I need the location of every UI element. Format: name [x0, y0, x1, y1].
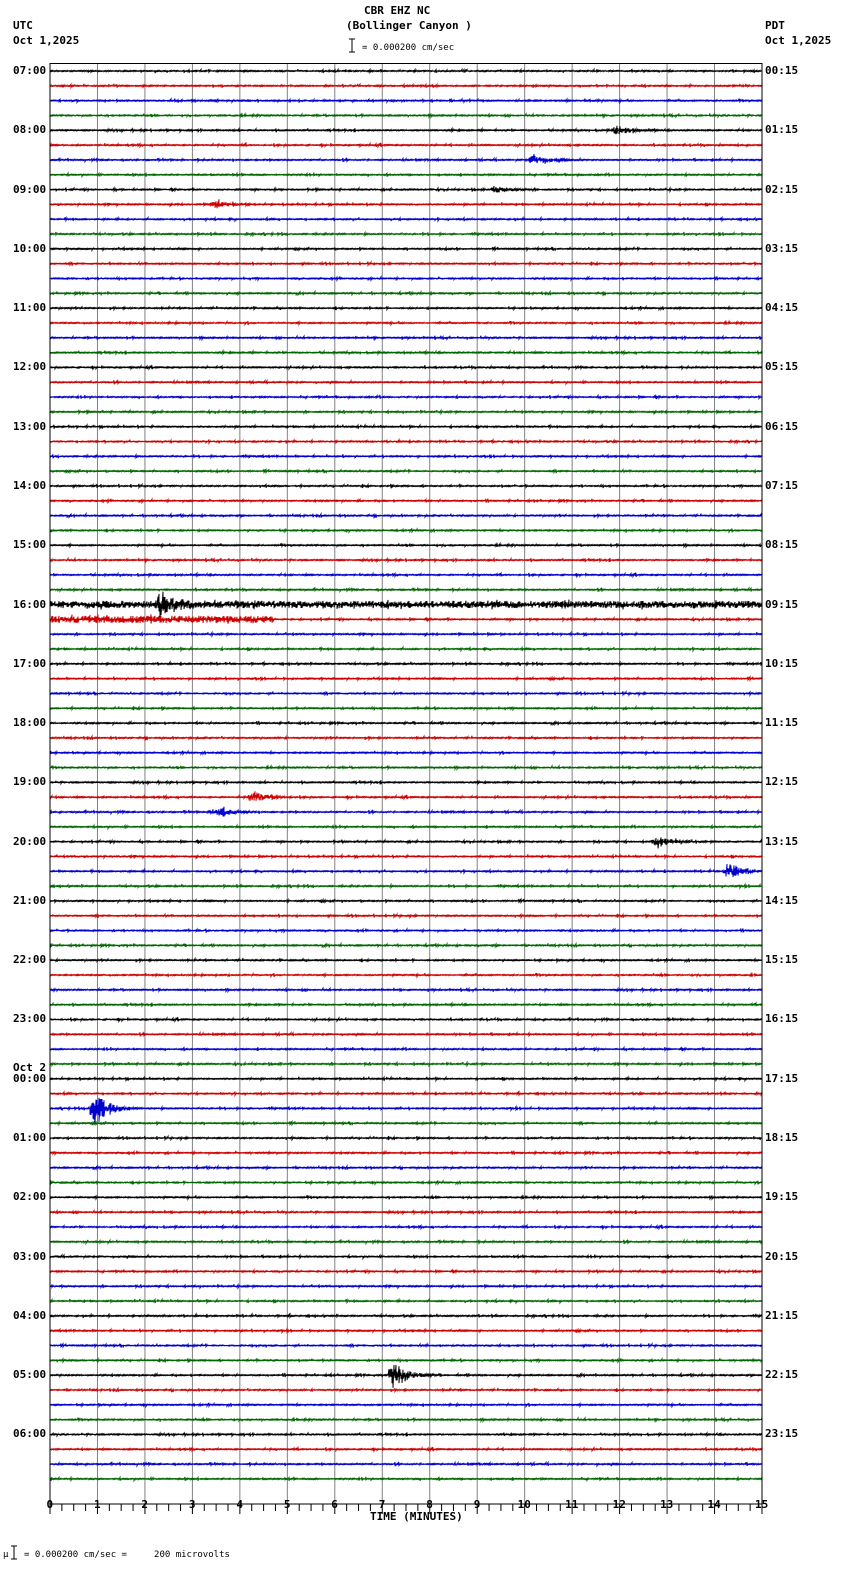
footer-scale-label: μ: [3, 1550, 14, 1560]
footer-scale-bar-icon: [11, 1545, 17, 1560]
utc-hour-label: 11:00: [13, 301, 47, 315]
utc-hour-label: 04:00: [13, 1308, 47, 1322]
pdt-hour-label: 10:15: [765, 656, 799, 670]
day-change-label: Oct 2: [13, 1061, 47, 1074]
pdt-hour-label: 13:15: [765, 834, 799, 848]
pdt-hour-label: 18:15: [765, 1131, 799, 1145]
utc-hour-label: 00:00: [13, 1071, 47, 1085]
x-tick-label: 7: [378, 1498, 386, 1511]
x-axis: [49, 1504, 763, 1514]
pdt-hour-label: 17:15: [765, 1071, 799, 1085]
pdt-hour-label: 00:15: [765, 64, 799, 77]
trace-line: [49, 199, 763, 209]
pdt-hour-label: 14:15: [765, 893, 799, 907]
right-timezone: PDT: [765, 19, 785, 32]
pdt-hour-label: 15:15: [765, 953, 799, 967]
utc-hour-label: 02:00: [13, 1190, 47, 1204]
utc-hour-label: 08:00: [13, 123, 47, 137]
trace-line: [49, 1364, 763, 1388]
utc-hour-label: 15:00: [13, 538, 47, 552]
utc-hour-label: 22:00: [13, 953, 47, 967]
x-tick-label: 11: [565, 1498, 579, 1511]
scale-label: = 0.000200 cm/sec: [362, 43, 455, 53]
pdt-hour-label: 08:15: [765, 538, 799, 552]
x-tick-label: 5: [283, 1498, 291, 1511]
trace-line: [49, 791, 763, 801]
pdt-hour-label: 02:15: [765, 182, 799, 196]
trace-line: [49, 863, 763, 878]
footer-scale-text: = 0.000200 cm/sec = 200 microvolts: [24, 1550, 230, 1560]
pdt-hour-label: 22:15: [765, 1368, 799, 1382]
utc-hour-label: 20:00: [13, 834, 47, 848]
left-timezone: UTC: [13, 19, 33, 32]
utc-hour-label: 07:00: [13, 64, 47, 77]
x-tick-label: 13: [660, 1498, 674, 1511]
station-title: CBR EHZ NC: [364, 4, 431, 17]
pdt-hour-label: 05:15: [765, 360, 799, 374]
utc-hour-label: 18:00: [13, 716, 47, 730]
utc-hour-label: 05:00: [13, 1368, 47, 1382]
seismic-traces: [49, 67, 763, 1483]
pdt-hour-label: 21:15: [765, 1308, 799, 1322]
x-tick-label: 0: [46, 1498, 54, 1511]
utc-hour-label: 09:00: [13, 182, 47, 196]
x-tick-label: 15: [755, 1498, 769, 1511]
x-tick-label: 2: [141, 1498, 149, 1511]
utc-hour-label: 12:00: [13, 360, 47, 374]
pdt-hour-label: 06:15: [765, 419, 799, 433]
pdt-hour-label: 19:15: [765, 1190, 799, 1204]
pdt-hour-label: 23:15: [765, 1427, 799, 1441]
utc-hour-label: 21:00: [13, 893, 47, 907]
utc-hour-label: 03:00: [13, 1249, 47, 1263]
x-tick-label: 1: [93, 1498, 101, 1511]
x-tick-label: 6: [331, 1498, 338, 1511]
pdt-hour-label: 16:15: [765, 1012, 799, 1026]
scale-bar-icon: [349, 38, 355, 53]
pdt-hour-label: 11:15: [765, 716, 799, 730]
x-tick-label: 9: [473, 1498, 481, 1511]
right-date: Oct 1,2025: [765, 34, 832, 47]
left-date: Oct 1,2025: [13, 34, 80, 47]
utc-hour-label: 17:00: [13, 656, 47, 670]
x-tick-label: 3: [188, 1498, 196, 1511]
pdt-hour-label: 04:15: [765, 301, 799, 315]
pdt-hour-label: 09:15: [765, 597, 799, 611]
utc-hour-label: 16:00: [13, 597, 47, 611]
pdt-hour-label: 01:15: [765, 123, 799, 137]
trace-line: [49, 1097, 763, 1124]
utc-hour-label: 13:00: [13, 419, 47, 433]
pdt-hour-label: 03:15: [765, 241, 799, 255]
pdt-hour-label: 12:15: [765, 775, 799, 789]
x-axis-label: TIME (MINUTES): [370, 1510, 463, 1523]
utc-hour-label: 06:00: [13, 1427, 47, 1441]
station-location: (Bollinger Canyon ): [346, 19, 472, 32]
utc-hour-label: 23:00: [13, 1012, 47, 1026]
x-tick-label: 8: [426, 1498, 433, 1511]
pdt-hour-label: 20:15: [765, 1249, 799, 1263]
utc-hour-label: 14:00: [13, 478, 47, 492]
x-tick-label: 4: [236, 1498, 243, 1511]
utc-hour-label: 01:00: [13, 1131, 47, 1145]
utc-hour-label: 10:00: [13, 241, 47, 255]
x-tick-label: 14: [707, 1498, 721, 1511]
utc-hour-label: 19:00: [13, 775, 47, 789]
trace-line: [49, 837, 763, 849]
x-tick-label: 12: [612, 1498, 626, 1511]
trace-line: [49, 153, 763, 164]
x-tick-label: 10: [517, 1498, 531, 1511]
pdt-hour-label: 07:15: [765, 478, 799, 492]
